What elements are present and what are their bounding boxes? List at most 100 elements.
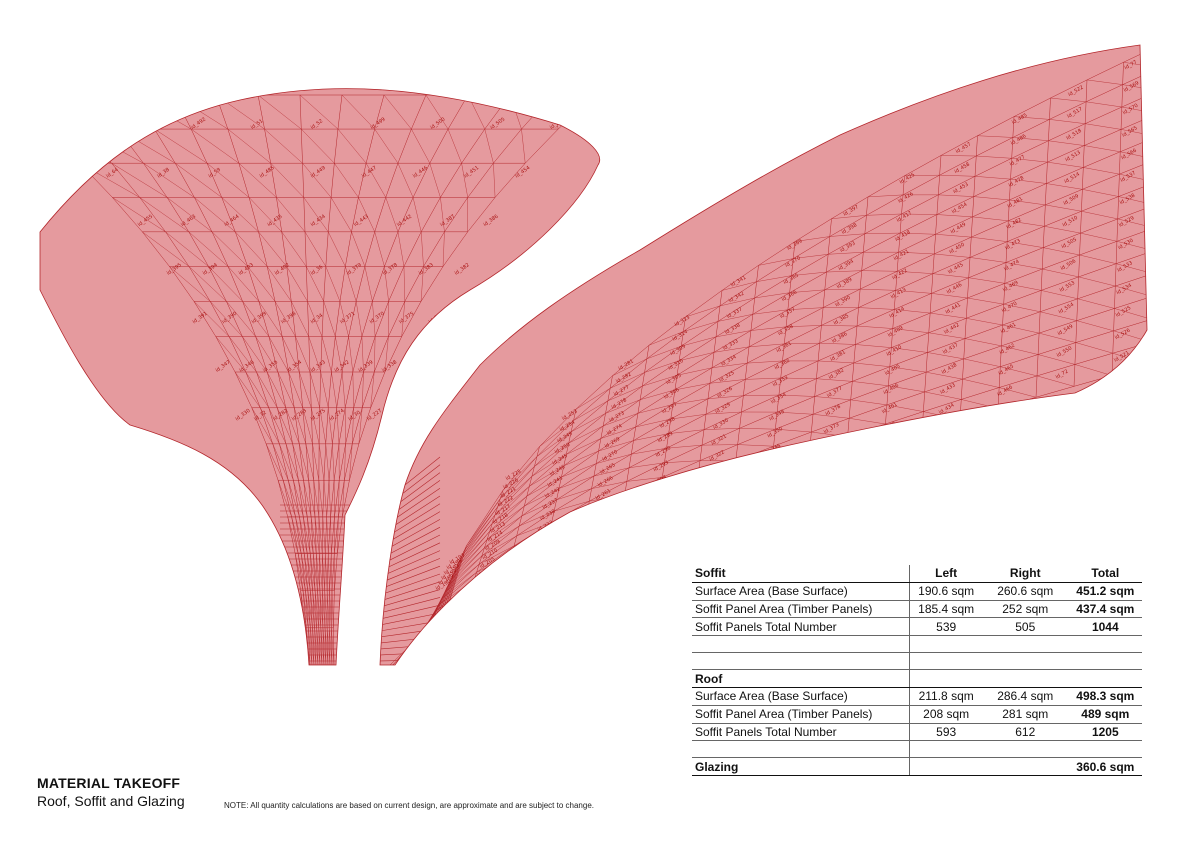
panel-edge (442, 231, 445, 267)
panel-edge (1080, 218, 1118, 234)
panel-edge (773, 431, 812, 447)
panel-edge (1037, 342, 1076, 355)
panel-edge (452, 539, 488, 576)
panel-edge (938, 176, 976, 196)
panel-edge (242, 336, 268, 373)
panel-edge (778, 394, 815, 397)
panel-edge (707, 383, 711, 399)
panel-edge (566, 443, 569, 455)
panel-edge (309, 371, 320, 408)
panel-edge (889, 347, 892, 367)
panel-edge (1157, 114, 1158, 137)
panel-edge (681, 321, 719, 347)
panel-edge (328, 627, 331, 665)
panel-edge (270, 163, 304, 198)
panel-edge (549, 526, 585, 534)
panel-edge (891, 347, 928, 353)
panel-edge (1048, 140, 1085, 146)
panel-edge (546, 533, 550, 546)
panel-edge (502, 446, 540, 491)
panel-edge (308, 336, 321, 373)
panel-edge (1038, 354, 1075, 365)
panel-edge (670, 404, 674, 420)
panel-edge (1120, 113, 1147, 130)
panel-edge (333, 590, 335, 628)
panel-edge (526, 465, 565, 497)
panel-edge (756, 265, 759, 282)
panel-edge (785, 309, 789, 327)
panel-edge (447, 580, 451, 588)
panel-edge (769, 463, 773, 481)
panel-edge (898, 251, 935, 255)
panel-edge (886, 404, 924, 412)
panel-edge (351, 197, 359, 232)
panel-edge (521, 488, 560, 517)
panel-edge (930, 297, 968, 314)
panel-edge (365, 163, 386, 198)
panel-edge (1117, 204, 1147, 220)
row-label: Surface Area (Base Surface) (692, 582, 910, 601)
panel-edge (1154, 228, 1155, 251)
panel-edge (811, 418, 850, 433)
panel-edge (791, 254, 829, 276)
panel-edge (715, 321, 719, 337)
panel-edge (889, 366, 927, 373)
panel-edge (666, 429, 705, 449)
panel-edge (309, 371, 312, 408)
panel-edge (745, 360, 783, 380)
panel-edge (968, 262, 1007, 278)
panel-edge (516, 510, 555, 537)
panel-edge (1115, 263, 1117, 287)
panel-edge (500, 466, 535, 499)
panel-edge (666, 444, 703, 449)
panel-edge (1122, 84, 1147, 91)
panel-edge (967, 277, 969, 299)
panel-edge (831, 196, 869, 219)
panel-edge (827, 236, 831, 255)
panel-edge (855, 328, 893, 345)
panel-edge (1044, 226, 1081, 234)
panel-edge (524, 496, 528, 507)
panel-edge (329, 590, 332, 628)
panel-edge (746, 346, 750, 364)
panel-edge (245, 371, 261, 408)
total-value: 1205 (1068, 723, 1142, 742)
panel-edge (503, 567, 543, 586)
panel-edge (404, 266, 424, 302)
panel-edge (319, 590, 324, 628)
panel-edge (596, 440, 634, 464)
panel-edge (352, 371, 354, 408)
panel-edge (228, 336, 246, 373)
panel-edge (971, 236, 1008, 242)
panel-edge (307, 301, 323, 337)
panel-edge (642, 360, 680, 387)
panel-edge (458, 514, 496, 564)
panel-edge (748, 326, 787, 348)
panel-edge (850, 385, 889, 401)
panel-edge (494, 476, 533, 516)
panel-edge (709, 362, 748, 384)
panel-edge (713, 330, 752, 353)
panel-edge (717, 305, 721, 322)
panel-edge (320, 371, 329, 408)
panel-edge (312, 590, 315, 628)
panel-edge (633, 426, 636, 441)
panel-edge (739, 411, 742, 429)
panel-edge (620, 520, 657, 523)
panel-edge (1042, 254, 1080, 270)
panel-edge (821, 307, 824, 326)
panel-edge (1119, 129, 1122, 152)
panel-edge (447, 547, 485, 588)
panel-id-label: id_374 (821, 440, 838, 454)
panel-edge (939, 155, 977, 176)
panel-edge (1150, 342, 1151, 365)
panel-edge (1039, 320, 1077, 334)
panel-edge (894, 309, 931, 314)
panel-edge (860, 271, 898, 290)
panel-edge (458, 557, 462, 564)
panel-edge (556, 475, 595, 501)
panel-edge (554, 488, 592, 512)
panel-edge (974, 156, 977, 177)
panel-edge (930, 312, 967, 319)
panel-edge (936, 214, 973, 218)
